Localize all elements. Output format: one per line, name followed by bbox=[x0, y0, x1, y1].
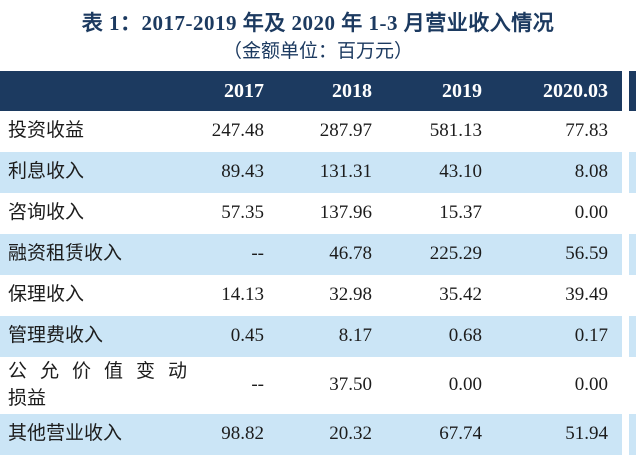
table-row: 管理费收入 0.45 8.17 0.68 0.17 bbox=[0, 316, 636, 357]
header-row: 2017 2018 2019 2020.03 bbox=[0, 71, 636, 111]
cell-value: 51.94 bbox=[565, 423, 608, 445]
cell-value: 57.35 bbox=[221, 202, 264, 224]
gutter-column bbox=[622, 152, 629, 193]
row-label-text: 公允价值变动 损益 bbox=[8, 359, 201, 409]
table-body: 投资收益 247.48 287.97 581.13 77.83 利息收入 89.… bbox=[0, 111, 636, 456]
edge-strip-cell bbox=[629, 234, 636, 275]
cell-value: 98.82 bbox=[221, 423, 264, 445]
column-header-2017: 2017 bbox=[224, 79, 264, 102]
cell-value: 0.68 bbox=[448, 325, 482, 347]
table-unit-subtitle: （金额单位：百万元） bbox=[222, 41, 413, 62]
cell-value: 56.59 bbox=[565, 243, 608, 265]
table-row: 保理收入 14.13 32.98 35.42 39.49 bbox=[0, 275, 636, 316]
cell-value: 0.45 bbox=[230, 325, 264, 347]
gutter-column bbox=[622, 414, 629, 456]
gutter-column bbox=[622, 111, 629, 152]
cell-value: 131.31 bbox=[319, 161, 372, 183]
gutter-column bbox=[622, 234, 629, 275]
cell-value: 77.83 bbox=[565, 120, 608, 142]
edge-strip-cell bbox=[629, 357, 636, 414]
gutter-column bbox=[622, 275, 629, 316]
cell-value: 225.29 bbox=[429, 243, 482, 265]
row-label-text: 融资租赁收入 bbox=[8, 243, 123, 265]
row-label: 咨询收入 bbox=[0, 193, 170, 234]
cell-value: 581.13 bbox=[429, 120, 482, 142]
row-label-line: 公允价值变动 bbox=[8, 361, 201, 382]
cell-value: 0.00 bbox=[574, 374, 608, 396]
cell-value: 0.00 bbox=[574, 202, 608, 224]
row-label: 保理收入 bbox=[0, 275, 170, 316]
title-block: 表 1：2017-2019 年及 2020 年 1-3 月营业收入情况 （金额单… bbox=[0, 0, 636, 65]
table-row: 利息收入 89.43 131.31 43.10 8.08 bbox=[0, 152, 636, 193]
cell-value: 32.98 bbox=[329, 284, 372, 306]
cell-value: 0.17 bbox=[574, 325, 608, 347]
row-label: 其他营业收入 bbox=[0, 414, 170, 455]
row-label-text: 利息收入 bbox=[8, 161, 85, 183]
cell-value: -- bbox=[251, 243, 264, 265]
cell-value: 39.49 bbox=[565, 284, 608, 306]
row-label-text: 咨询收入 bbox=[8, 202, 85, 224]
gutter-column bbox=[622, 357, 629, 415]
cell-value: 287.97 bbox=[319, 120, 372, 142]
row-label: 管理费收入 bbox=[0, 316, 170, 357]
cell-value: 20.32 bbox=[329, 423, 372, 445]
row-label-text: 其他营业收入 bbox=[8, 423, 123, 445]
column-header-2020-03: 2020.03 bbox=[543, 79, 608, 102]
edge-strip-cell bbox=[629, 414, 636, 455]
column-header-2018: 2018 bbox=[332, 79, 372, 102]
cell-value: 8.08 bbox=[574, 161, 608, 183]
row-label-line: 损益 bbox=[8, 387, 47, 409]
column-header-2019: 2019 bbox=[442, 79, 482, 102]
row-label: 利息收入 bbox=[0, 152, 170, 193]
row-label-text: 投资收益 bbox=[8, 120, 85, 142]
cell-value: 0.00 bbox=[448, 374, 482, 396]
row-label-text: 保理收入 bbox=[8, 284, 85, 306]
cell-value: 37.50 bbox=[329, 374, 372, 396]
table-row: 融资租赁收入 -- 46.78 225.29 56.59 bbox=[0, 234, 636, 275]
cell-value: 14.13 bbox=[221, 284, 264, 306]
table-row: 其他营业收入 98.82 20.32 67.74 51.94 bbox=[0, 414, 636, 456]
cell-value: 46.78 bbox=[329, 243, 372, 265]
cell-value: 137.96 bbox=[319, 202, 372, 224]
cell-value: 15.37 bbox=[439, 202, 482, 224]
edge-strip-cell bbox=[629, 111, 636, 152]
table-row: 咨询收入 57.35 137.96 15.37 0.00 bbox=[0, 193, 636, 234]
row-label-text: 管理费收入 bbox=[8, 325, 104, 347]
gutter-column bbox=[622, 193, 629, 234]
gutter-column bbox=[622, 71, 629, 111]
gutter-column bbox=[622, 316, 629, 357]
edge-strip-cell bbox=[629, 316, 636, 357]
table-row: 投资收益 247.48 287.97 581.13 77.83 bbox=[0, 111, 636, 152]
cell-value: 43.10 bbox=[439, 161, 482, 183]
cell-value: 67.74 bbox=[439, 423, 482, 445]
cell-value: 35.42 bbox=[439, 284, 482, 306]
revenue-table: 2017 2018 2019 2020.03 投资收益 247.48 287.9… bbox=[0, 71, 636, 456]
edge-strip-cell bbox=[629, 152, 636, 193]
table-title: 表 1：2017-2019 年及 2020 年 1-3 月营业收入情况 bbox=[81, 11, 555, 35]
column-header-blank bbox=[0, 71, 170, 111]
row-label: 投资收益 bbox=[0, 111, 170, 152]
table-row: 公允价值变动 损益 -- 37.50 0.00 0.00 bbox=[0, 357, 636, 415]
edge-strip-cell bbox=[629, 193, 636, 234]
edge-strip-cell bbox=[629, 71, 636, 111]
cell-value: 8.17 bbox=[338, 325, 372, 347]
cell-value: 89.43 bbox=[221, 161, 264, 183]
cell-value: -- bbox=[251, 374, 264, 396]
row-label: 公允价值变动 损益 bbox=[0, 357, 201, 414]
cell-value: 247.48 bbox=[211, 120, 264, 142]
row-label: 融资租赁收入 bbox=[0, 234, 170, 275]
edge-strip-cell bbox=[629, 275, 636, 316]
